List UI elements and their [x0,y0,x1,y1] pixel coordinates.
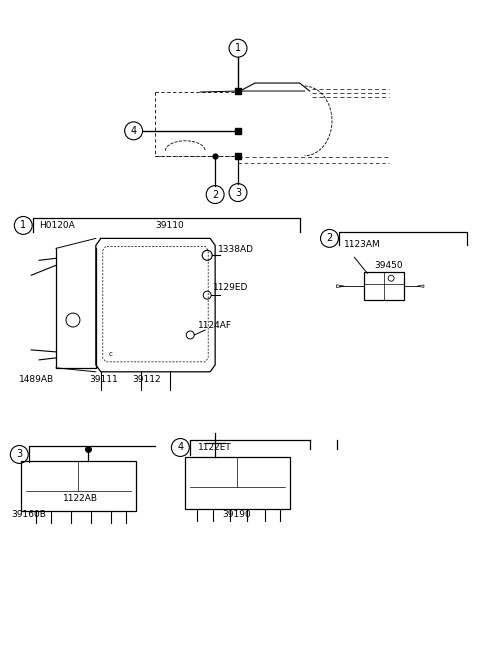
Text: 39112: 39112 [132,374,161,384]
Text: 1: 1 [20,221,26,231]
Text: 1129ED: 1129ED [213,283,249,292]
Text: 1124AF: 1124AF [198,321,232,330]
Text: 2: 2 [212,190,218,200]
Text: H0120A: H0120A [39,221,75,231]
Bar [364,272,404,300]
Text: 1: 1 [235,43,241,53]
Text: 39450: 39450 [374,261,403,270]
Text: 3: 3 [235,188,241,198]
Text: 39111: 39111 [89,374,118,384]
Text: 3: 3 [16,449,23,459]
Text: 1338AD: 1338AD [218,245,254,254]
Bar [21,461,136,511]
Text: c: c [109,351,113,357]
Text: 39110: 39110 [156,221,184,231]
Text: 2: 2 [326,233,333,243]
Text: 4: 4 [177,443,183,453]
Text: 1122AB: 1122AB [63,494,98,503]
Text: 1122ET: 1122ET [198,443,232,453]
Text: 39160B: 39160B [12,510,46,519]
Bar [185,457,290,509]
Text: 39190: 39190 [222,510,251,519]
Text: 4: 4 [131,126,137,136]
Text: 1123AM: 1123AM [344,240,381,250]
Text: 1489AB: 1489AB [19,374,54,384]
